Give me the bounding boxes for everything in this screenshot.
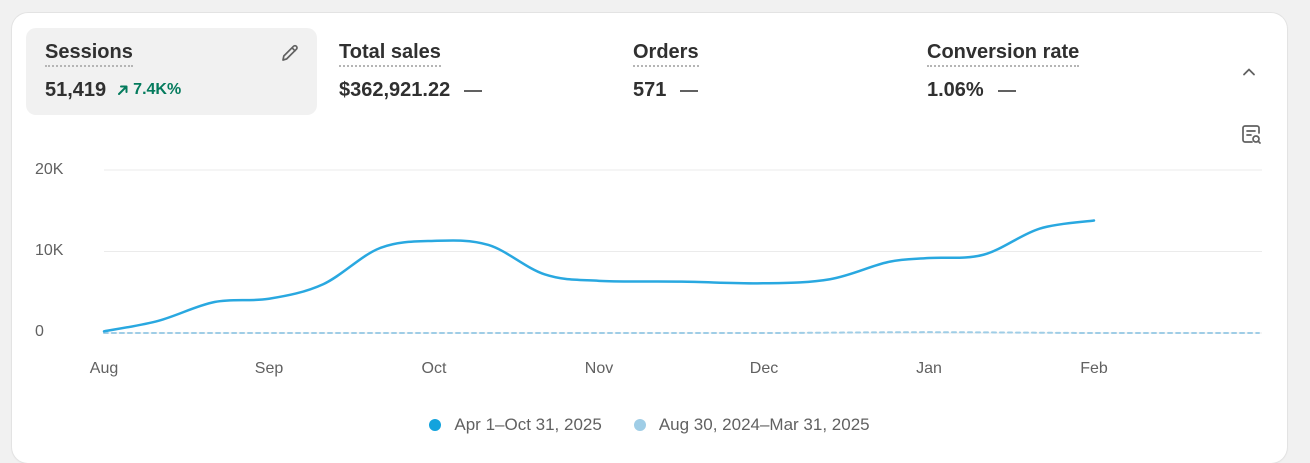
arrow-up-right-icon [118,85,128,95]
chart-legend: Apr 1–Oct 31, 2025 Aug 30, 2024–Mar 31, … [12,415,1287,435]
x-tick-label: Jan [916,360,942,377]
legend-label-previous: Aug 30, 2024–Mar 31, 2025 [658,415,870,434]
legend-dot-current [429,419,442,431]
metric-conversion-rate-label[interactable]: Conversion rate [927,40,1080,67]
metric-total-sales[interactable]: Total sales $362,921.22 [320,28,610,115]
metric-total-sales-value: $362,921.22 [339,78,451,101]
chevron-up-icon[interactable] [1236,59,1262,85]
metric-orders-value: 571 [633,78,667,101]
metric-sessions-label[interactable]: Sessions [45,40,133,67]
pencil-icon[interactable] [277,40,303,66]
x-tick-label: Oct [422,360,447,377]
sessions-line-chart: Aug Sep Oct Nov Dec Jan Feb [90,169,1262,377]
legend-label-current: Apr 1–Oct 31, 2025 [454,415,602,434]
y-tick-label: 20K [35,161,64,178]
x-tick-label: Feb [1080,360,1108,377]
series-line-previous[interactable] [103,331,1260,335]
y-tick-label: 10K [35,242,64,259]
legend-dot-previous [633,419,646,431]
metric-total-sales-label[interactable]: Total sales [339,40,441,67]
legend-item-previous[interactable]: Aug 30, 2024–Mar 31, 2025 [633,415,870,435]
metric-orders[interactable]: Orders 571 [614,28,904,115]
x-tick-label: Dec [750,360,778,377]
metric-sessions-value: 51,419 [45,78,107,101]
metric-orders-label[interactable]: Orders [633,40,699,67]
x-tick-label: Aug [90,360,118,377]
metric-sessions[interactable]: Sessions 51,419 7.4K% [26,28,317,115]
metric-sessions-delta: 7.4K% [117,81,181,99]
chart-search-icon[interactable] [1237,120,1265,148]
sessions-overview-card: Sessions 51,419 7.4K% Total sales $362,9… [12,13,1287,463]
y-tick-label: 0 [35,323,44,340]
metric-conversion-rate-value: 1.06% [927,78,984,101]
metric-sessions-delta-value: 7.4K% [133,81,182,98]
no-change-dash [464,90,483,92]
x-tick-label: Nov [585,360,613,377]
series-line-current[interactable] [102,219,1096,333]
no-change-dash [997,90,1016,92]
metric-conversion-rate[interactable]: Conversion rate 1.06% [908,28,1198,115]
no-change-dash [680,90,699,92]
x-tick-label: Sep [255,360,284,377]
legend-item-current[interactable]: Apr 1–Oct 31, 2025 [429,415,602,435]
